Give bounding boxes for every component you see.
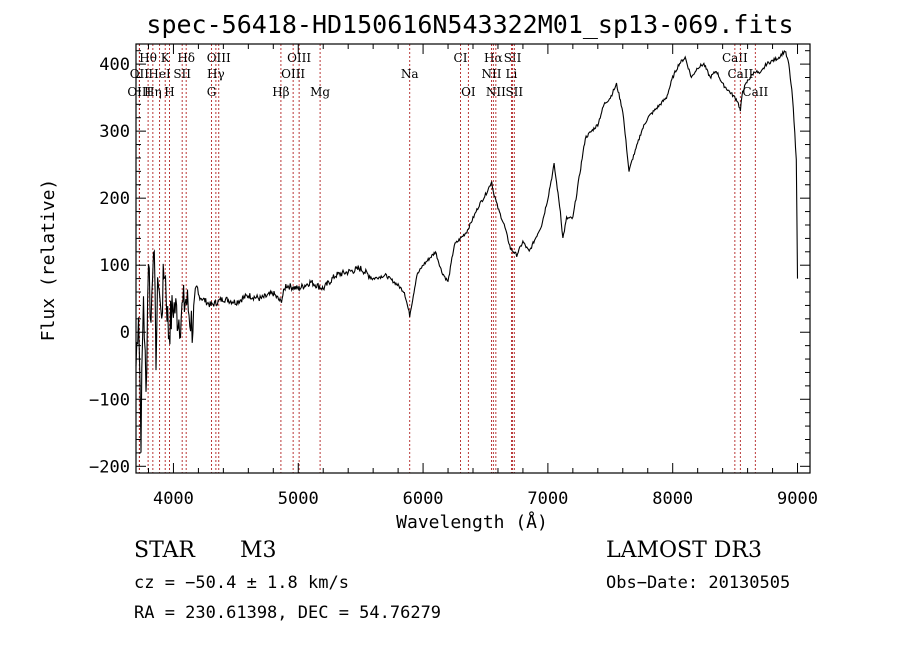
x-axis: 4000 5000 6000 7000 8000 9000 (147, 44, 818, 509)
line-marker-label: CaII (727, 67, 753, 81)
x-tick-label: 6000 (403, 489, 444, 509)
object-class: STAR (134, 538, 195, 563)
plot-frame (135, 43, 811, 474)
line-marker-label: OIII (127, 85, 151, 99)
x-tick-label: 4000 (153, 489, 194, 509)
y-tick-label: 300 (99, 122, 130, 142)
line-marker-label: Hα (484, 51, 503, 65)
y-axis-label: Flux (relative) (38, 179, 59, 342)
x-tick-label: 9000 (777, 489, 818, 509)
x-tick-label: 5000 (278, 489, 319, 509)
line-marker-label: Hθ (139, 51, 157, 65)
line-marker-label: SII (173, 67, 191, 81)
line-marker-label: K (161, 51, 171, 65)
y-tick-label: −200 (89, 457, 130, 477)
y-tick-label: 0 (120, 323, 130, 343)
line-marker-label: HeI (148, 67, 171, 81)
line-marker-label: SII (504, 51, 522, 65)
line-marker-label: CI (454, 51, 468, 65)
obs-date: Obs−Date: 20130505 (606, 573, 791, 593)
x-tick-label: 7000 (527, 489, 568, 509)
line-marker-label: OIII (281, 67, 305, 81)
y-tick-label: −100 (89, 390, 130, 410)
line-marker-label: Hγ (207, 67, 225, 81)
y-tick-label: 200 (99, 189, 130, 209)
line-marker-label: Hβ (272, 85, 289, 99)
line-marker-label: CaII (722, 51, 748, 65)
object-subclass: M3 (240, 538, 277, 563)
coordinates: RA = 230.61398, DEC = 54.76279 (134, 603, 442, 623)
x-axis-label: Wavelength (Å) (396, 511, 548, 533)
y-axis: −200 −100 0 100 200 300 400 (89, 50, 810, 477)
line-marker-label: G (207, 85, 217, 99)
line-marker-label: NII (481, 67, 501, 81)
redshift-readout: cz = −50.4 ± 1.8 km/s (134, 573, 349, 593)
line-marker-label: Na (401, 67, 419, 81)
line-marker-label: OIII (287, 51, 311, 65)
line-marker-label: CaII (742, 85, 768, 99)
line-marker-label: OIII (207, 51, 231, 65)
survey-label: LAMOST DR3 (606, 538, 762, 563)
line-marker-label: Li (506, 67, 518, 81)
y-tick-label: 100 (99, 256, 130, 276)
spectrum-line (135, 49, 799, 453)
line-marker-label: SII (505, 85, 523, 99)
x-tick-label: 8000 (652, 489, 693, 509)
line-marker-label: OI (461, 85, 476, 99)
line-marker-label: Hη (144, 85, 162, 99)
chart-title: spec-56418-HD150616N543322M01_sp13-069.f… (146, 10, 793, 39)
line-marker-label: NII (486, 85, 506, 99)
y-tick-label: 400 (99, 55, 130, 75)
line-marker-label: Mg (310, 85, 330, 99)
line-marker-label: Hδ (177, 51, 195, 65)
line-marker-label: H (164, 85, 174, 99)
